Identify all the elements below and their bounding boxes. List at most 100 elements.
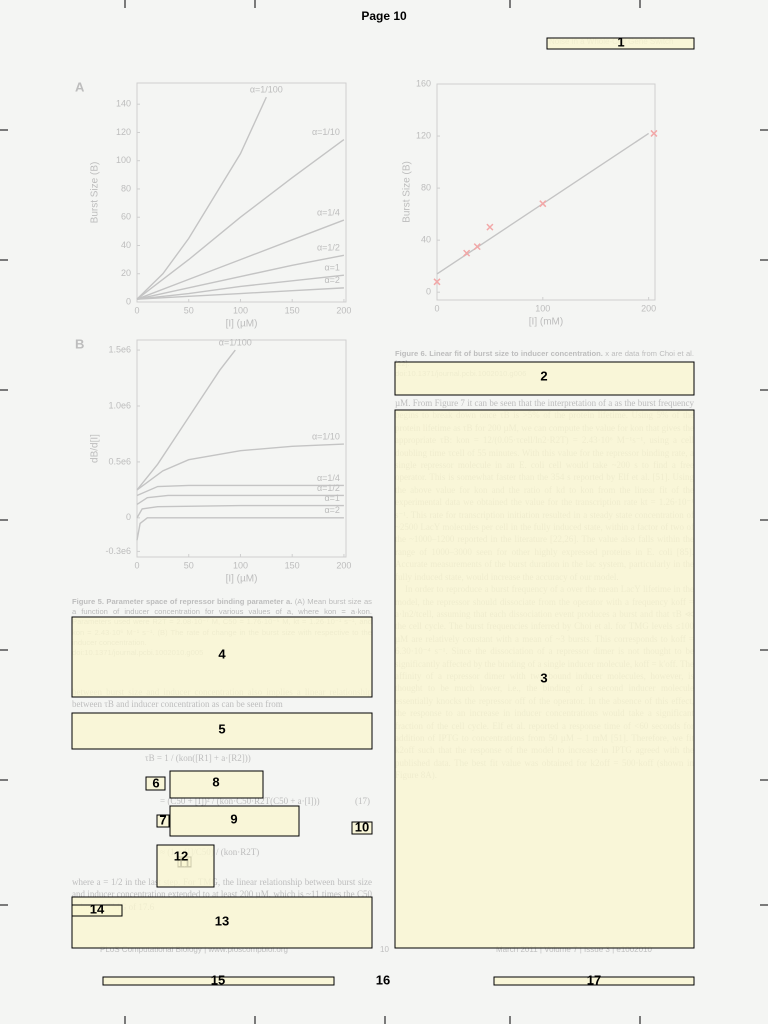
footer-journal: PLoS Computational Biology | www.ploscom…	[100, 945, 288, 954]
x-tick-label: 0	[434, 303, 439, 313]
y-tick-label: 1.0e6	[108, 400, 131, 410]
annotation-box	[71, 712, 373, 750]
cross-stroke	[433, 278, 441, 286]
x-tick-label: 200	[336, 560, 351, 570]
cross-stroke	[463, 249, 471, 257]
x-tick-label: 200	[641, 303, 656, 313]
y-tick-label: 120	[416, 130, 431, 140]
curve	[136, 517, 344, 541]
equation-line: = (C50 + [I])² / (kon·C50·R2T(C50 + a·[I…	[160, 796, 320, 806]
curve-label: α=2	[324, 275, 339, 285]
y-tick-label: 80	[121, 183, 131, 193]
annotation-number: 9	[230, 811, 237, 826]
cross-stroke	[486, 223, 494, 231]
y-tick-label: 80	[421, 182, 431, 192]
curve	[136, 274, 345, 300]
curve-label: α=1	[324, 493, 339, 503]
x-tick-label: 200	[336, 305, 351, 315]
y-axis-label: Burst Size (B)	[402, 161, 413, 223]
annotation-box	[71, 904, 123, 917]
curve-label: α=1/100	[219, 337, 252, 347]
annotation-box	[169, 805, 300, 837]
annotation-number: 16	[376, 972, 390, 987]
curve	[136, 96, 267, 300]
x-tick-label: 50	[184, 305, 194, 315]
curve-label: α=1/2	[317, 483, 340, 493]
data-point	[650, 129, 658, 137]
curve-label: α=1	[324, 263, 339, 273]
annotation-number: 3	[540, 670, 547, 685]
curve-label: α=1/4	[317, 473, 340, 483]
curve	[136, 287, 344, 300]
y-tick-label: 40	[421, 235, 431, 245]
curve-label: α=1/10	[312, 431, 340, 441]
annotation-box	[102, 976, 335, 986]
y-tick-label: 0.5e6	[108, 456, 131, 466]
data-point	[539, 200, 547, 208]
curve	[136, 443, 344, 491]
y-axis-label: dB/d[I]	[90, 434, 101, 463]
annotation-box	[71, 616, 373, 698]
annotation-number: 15	[211, 972, 225, 987]
cross-stroke	[539, 200, 547, 208]
annotation-number: 2	[540, 368, 547, 383]
x-tick-label: 100	[233, 305, 248, 315]
curve-label: α=1/2	[317, 243, 340, 253]
annotation-box	[145, 776, 166, 791]
y-tick-label: 0	[126, 512, 131, 522]
data-point	[433, 278, 441, 286]
panel-label: A	[75, 79, 85, 94]
y-tick-label: 1.5e6	[108, 344, 131, 354]
plot-frame	[136, 339, 347, 558]
x-tick-label: 0	[134, 305, 139, 315]
annotation-box	[156, 844, 215, 888]
footer-issue: March 2011 | Volume 7 | Issue 3 | e10020…	[496, 945, 652, 954]
curve	[136, 349, 236, 491]
y-tick-label: 0	[126, 296, 131, 306]
page-label: Page 10	[361, 9, 407, 23]
annotation-number: 5	[218, 721, 225, 736]
x-tick-label: 100	[233, 560, 248, 570]
annotation-number: 17	[587, 972, 601, 987]
y-tick-label: 60	[121, 212, 131, 222]
curve	[136, 138, 345, 300]
cross-stroke	[473, 243, 481, 251]
x-tick-label: 50	[184, 560, 194, 570]
annotation-number: 6	[152, 775, 159, 790]
y-tick-label: 100	[116, 155, 131, 165]
annotation-box	[156, 814, 170, 828]
y-axis-label: Burst Size (B)	[90, 162, 101, 224]
annotation-number: 7	[159, 812, 166, 827]
x-axis-label: [I] (mM)	[529, 317, 563, 328]
annotation-box	[169, 770, 264, 799]
curve-label: α=1/10	[312, 127, 340, 137]
y-tick-label: 20	[121, 268, 131, 278]
curve	[136, 254, 345, 300]
annotation-box	[493, 976, 695, 986]
curve	[136, 484, 344, 497]
annotation-box	[394, 409, 695, 949]
annotation-box	[394, 361, 695, 396]
annotation-number: 1	[617, 34, 624, 49]
equation-number: (17)	[355, 796, 370, 806]
y-tick-label: 160	[416, 78, 431, 88]
annotation-number: 13	[215, 913, 229, 928]
x-tick-label: 150	[285, 560, 300, 570]
annotation-number: 10	[355, 819, 369, 834]
plot-frame	[136, 82, 347, 303]
data-point	[473, 243, 481, 251]
x-axis-label: [I] (µM)	[226, 574, 258, 585]
footer-page: 10	[380, 945, 389, 954]
x-tick-label: 150	[285, 305, 300, 315]
data-point	[463, 249, 471, 257]
x-tick-label: 100	[535, 303, 550, 313]
y-tick-label: 40	[121, 240, 131, 250]
caption-title: Figure 6. Linear fit of burst size to in…	[395, 349, 603, 358]
curve-label: α=2	[324, 505, 339, 515]
curve-label: α=1/100	[250, 85, 283, 95]
plot-frame	[436, 83, 656, 301]
equation-line: τB = 1 / (kon([R1] + a·[R2]))	[145, 753, 251, 763]
y-tick-label: 120	[116, 127, 131, 137]
